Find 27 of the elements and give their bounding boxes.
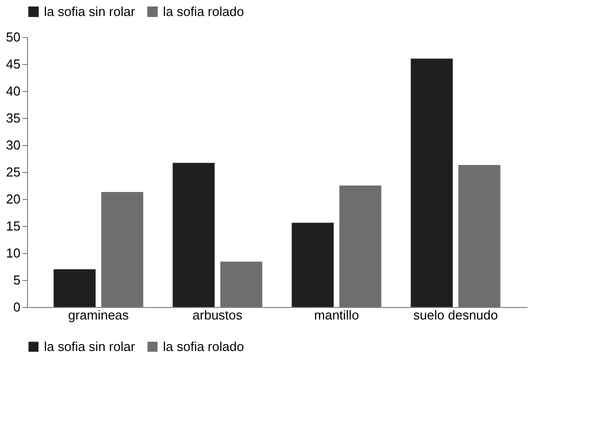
- y-tick-label: 40: [6, 84, 20, 98]
- y-tick-label: 35: [6, 110, 20, 126]
- y-tick-label: 30: [6, 138, 20, 152]
- x-tick-label: gramineas: [68, 308, 130, 322]
- legend-label: la sofia sin rolar: [44, 338, 136, 354]
- bar: [220, 262, 262, 307]
- y-tick-label: 15: [6, 218, 20, 234]
- y-tick-label: 45: [6, 56, 20, 72]
- bar: [458, 164, 500, 307]
- bar: [172, 162, 215, 307]
- x-tick-label: arbustos: [192, 308, 243, 322]
- y-tick-label: 5: [13, 272, 20, 288]
- legend-label: la sofia rolado: [163, 338, 244, 354]
- y-tick-label: 10: [6, 246, 20, 260]
- text: la sofia rolado: [163, 4, 244, 19]
- y-tick-label: 25: [6, 164, 20, 180]
- y-tick-label: 20: [6, 192, 20, 206]
- x-tick-label: mantillo: [314, 308, 359, 322]
- text: la sofia sin rolar: [44, 4, 136, 19]
- bar: [410, 58, 453, 307]
- bar: [101, 192, 144, 307]
- y-tick-label: 0: [13, 300, 20, 314]
- y-tick-label: 50: [6, 30, 20, 44]
- bar: [54, 269, 96, 307]
- x-tick-label: suelo desnudo: [413, 308, 498, 322]
- bar: [339, 186, 382, 307]
- bar: [292, 222, 334, 307]
